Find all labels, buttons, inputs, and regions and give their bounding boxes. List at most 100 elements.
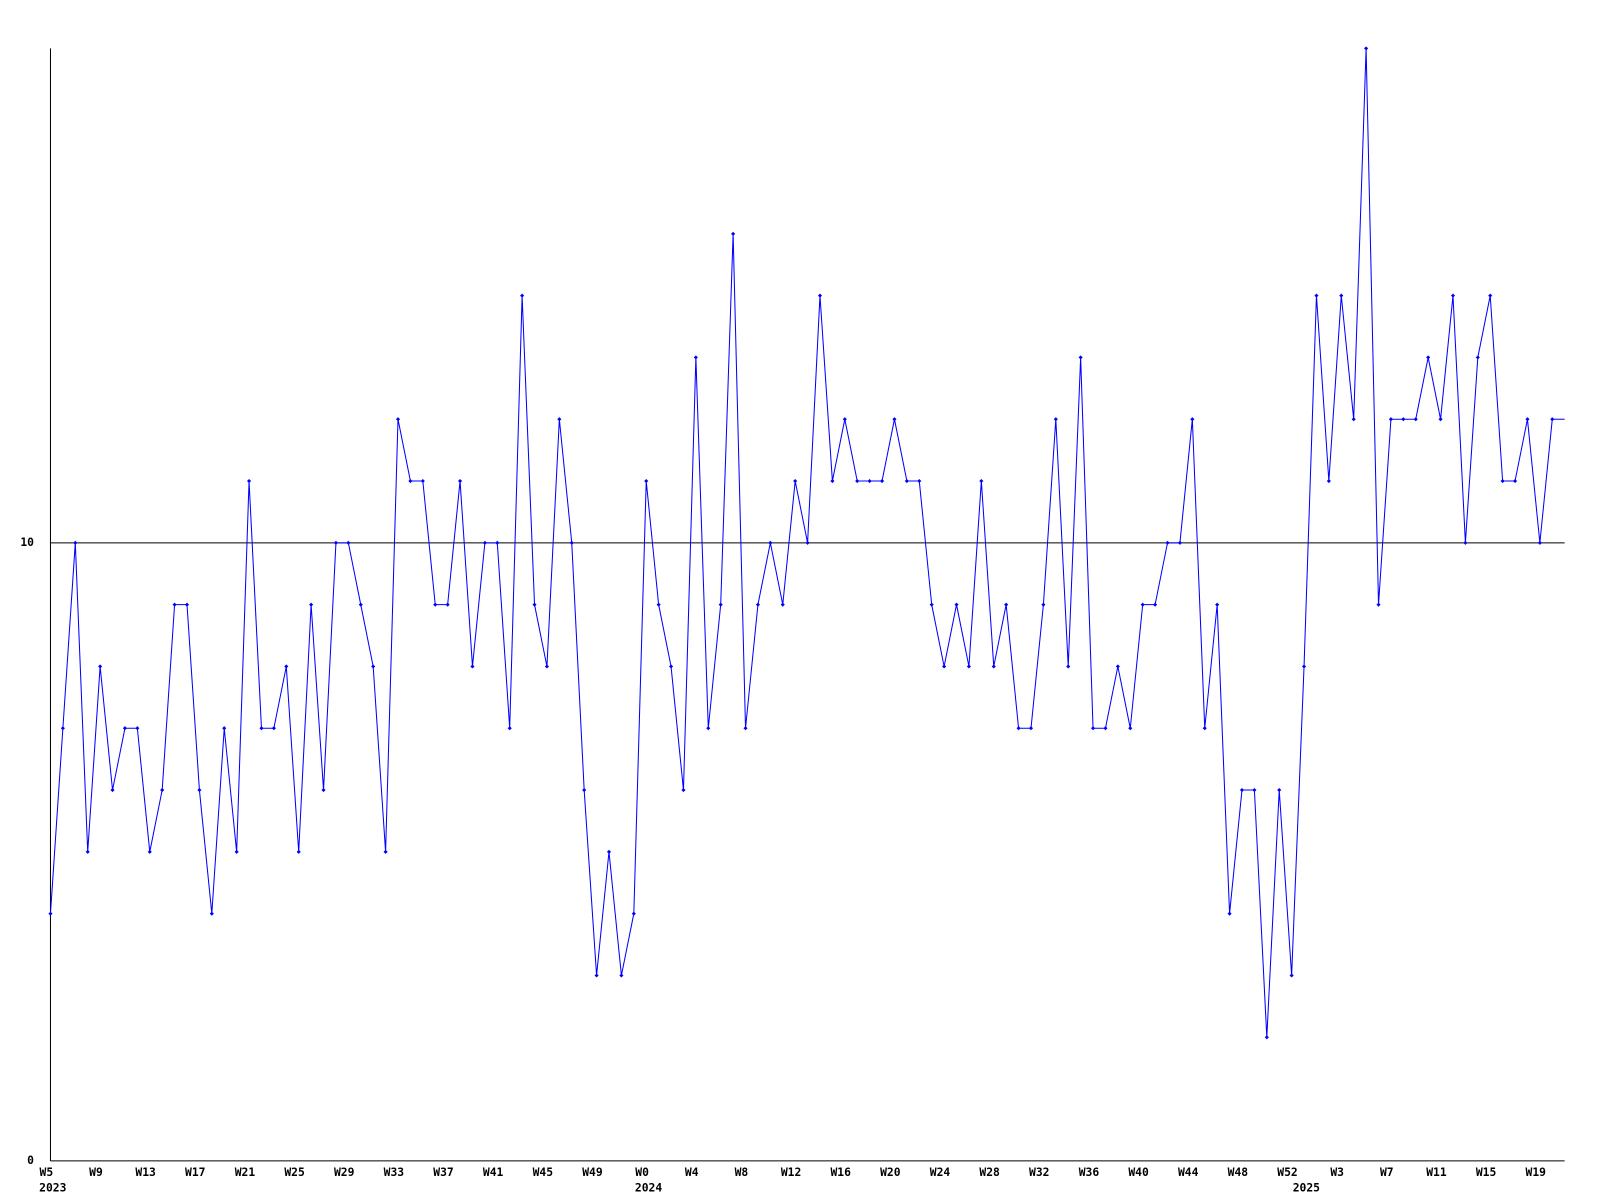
point-marker: [1376, 602, 1381, 607]
point-marker: [172, 602, 177, 607]
point-marker: [606, 849, 612, 854]
point-marker: [594, 973, 599, 978]
point-marker: [246, 478, 252, 484]
point-marker: [1264, 1035, 1269, 1040]
point-marker: [892, 417, 897, 422]
x-tick-label: W15: [1476, 1165, 1497, 1179]
x-tick-label: W45: [533, 1165, 554, 1179]
x-tick-label: W8: [735, 1165, 749, 1179]
point-marker: [284, 664, 289, 669]
x-tick-label: W29: [334, 1165, 355, 1179]
point-marker: [780, 602, 785, 607]
x-year-label: 2025: [1293, 1181, 1320, 1195]
x-tick-label: W25: [284, 1165, 305, 1179]
x-tick-label: W11: [1426, 1165, 1447, 1179]
point-marker: [582, 787, 587, 793]
point-marker: [1463, 540, 1468, 545]
point-marker: [371, 664, 376, 669]
point-marker: [1004, 602, 1009, 607]
point-marker: [954, 602, 959, 607]
point-marker: [1537, 540, 1542, 545]
point-marker: [85, 849, 90, 854]
point-marker: [234, 849, 239, 854]
x-tick-label: W4: [685, 1165, 699, 1179]
point-marker: [383, 849, 388, 854]
point-marker: [147, 849, 152, 854]
x-tick-label: W41: [483, 1165, 504, 1179]
point-marker: [1103, 726, 1108, 731]
point-marker: [1525, 417, 1530, 422]
point-marker: [333, 540, 338, 545]
x-tick-label: W32: [1029, 1165, 1049, 1179]
point-marker: [60, 726, 65, 731]
point-marker: [830, 478, 835, 484]
point-marker: [1488, 293, 1493, 298]
point-marker: [619, 973, 624, 978]
point-marker: [209, 911, 214, 916]
point-marker: [1153, 602, 1158, 607]
point-marker: [197, 787, 202, 793]
point-marker: [1401, 417, 1406, 422]
y-tick-label: 10: [20, 535, 34, 549]
point-marker: [1351, 417, 1356, 422]
point-marker: [1426, 355, 1431, 360]
point-marker: [631, 911, 636, 916]
point-marker: [470, 664, 475, 669]
point-marker: [309, 602, 314, 607]
x-tick-label: W44: [1178, 1165, 1199, 1179]
point-marker: [1078, 355, 1083, 360]
x-tick-label: W0: [635, 1165, 649, 1179]
point-marker: [768, 540, 773, 545]
x-tick-label: W13: [135, 1165, 156, 1179]
point-marker: [942, 664, 947, 669]
point-marker: [1202, 726, 1207, 731]
point-marker: [755, 602, 760, 607]
point-marker: [395, 417, 401, 422]
point-marker: [1140, 602, 1145, 607]
point-marker: [271, 726, 276, 731]
point-marker: [817, 293, 823, 298]
x-tick-label: W7: [1380, 1165, 1394, 1179]
x-tick-label: W37: [433, 1165, 453, 1179]
x-tick-label: W52: [1277, 1165, 1297, 1179]
point-marker: [1388, 417, 1393, 422]
point-marker: [445, 602, 450, 607]
x-tick-label: W36: [1079, 1165, 1100, 1179]
point-marker: [98, 664, 103, 669]
point-marker: [966, 664, 971, 669]
point-marker: [507, 726, 512, 731]
point-marker: [482, 540, 487, 545]
x-tick-label: W3: [1330, 1165, 1344, 1179]
point-marker: [184, 602, 190, 607]
point-marker: [110, 787, 115, 793]
x-tick-label: W9: [89, 1165, 103, 1179]
point-marker: [135, 726, 140, 731]
point-marker: [1177, 540, 1182, 545]
point-marker: [1550, 417, 1555, 422]
point-marker: [1314, 293, 1319, 298]
point-marker: [1215, 602, 1220, 607]
point-marker: [793, 478, 798, 484]
x-tick-label: W20: [880, 1165, 901, 1179]
y-tick-label: 0: [27, 1153, 34, 1167]
point-marker: [532, 602, 537, 607]
point-marker: [1128, 726, 1133, 731]
x-year-label: 2023: [39, 1181, 66, 1195]
point-marker: [1041, 602, 1046, 607]
point-marker: [296, 849, 301, 854]
point-marker: [569, 540, 574, 545]
x-tick-label: W24: [930, 1165, 951, 1179]
point-marker: [1066, 664, 1071, 669]
point-marker: [1289, 973, 1294, 978]
point-marker: [1301, 664, 1307, 669]
point-marker: [495, 540, 500, 545]
point-marker: [656, 602, 661, 607]
point-marker: [1239, 787, 1245, 793]
point-marker: [222, 726, 227, 731]
x-tick-label: W33: [384, 1165, 405, 1179]
point-marker: [160, 787, 165, 793]
point-marker: [544, 664, 549, 669]
point-marker: [805, 540, 810, 545]
point-marker: [855, 478, 860, 484]
point-marker: [731, 231, 736, 236]
